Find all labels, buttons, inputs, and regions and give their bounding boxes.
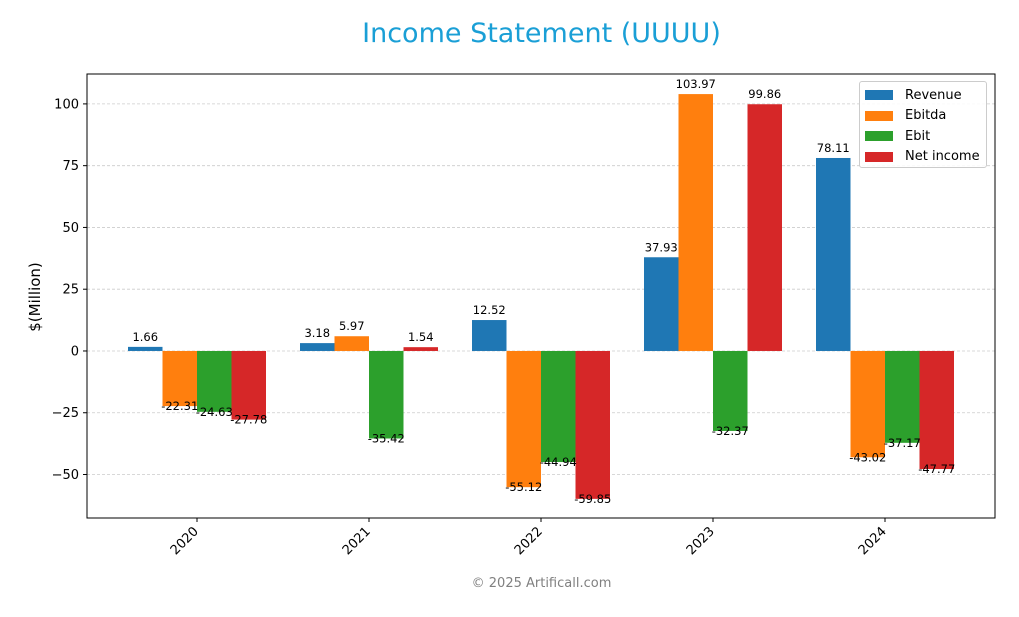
y-tick-label: 50 bbox=[62, 221, 79, 236]
legend: Revenue Ebitda Ebit Net income bbox=[859, 81, 987, 168]
bar-value-label: -37.17 bbox=[884, 436, 921, 450]
bar-revenue bbox=[472, 320, 507, 351]
bar-value-label: 1.66 bbox=[132, 330, 158, 344]
x-tick-label: 2021 bbox=[340, 524, 374, 558]
legend-label: Net income bbox=[905, 149, 980, 165]
bar-value-label: -24.63 bbox=[196, 405, 233, 419]
chart-title: Income Statement (UUUU) bbox=[362, 18, 721, 49]
bar-revenue bbox=[816, 157, 851, 351]
bar-net-income bbox=[747, 104, 782, 351]
bar-value-label: 103.97 bbox=[676, 77, 716, 91]
legend-item-ebit: Ebit bbox=[865, 126, 986, 147]
bar-ebitda bbox=[162, 350, 197, 407]
bar-revenue bbox=[644, 257, 679, 351]
bar-revenue bbox=[300, 343, 335, 351]
legend-label: Revenue bbox=[905, 87, 962, 103]
y-tick-label: 25 bbox=[62, 283, 79, 298]
legend-swatch-revenue bbox=[865, 90, 893, 101]
legend-label: Ebit bbox=[905, 128, 931, 144]
bar-ebit bbox=[369, 350, 404, 439]
bar-value-label: -59.85 bbox=[574, 492, 611, 506]
bar-value-label: 78.11 bbox=[817, 141, 850, 155]
copyright-footer: © 2025 Artificall.com bbox=[471, 576, 612, 591]
bar-ebit bbox=[541, 350, 576, 463]
bar-net-income bbox=[919, 350, 954, 470]
x-tick-label: 2020 bbox=[168, 524, 202, 558]
bar-value-label: -47.77 bbox=[918, 462, 955, 476]
y-tick-label: −50 bbox=[52, 468, 79, 483]
bar-net-income bbox=[231, 350, 266, 420]
bar-value-label: -35.42 bbox=[368, 431, 405, 445]
x-tick-label: 2023 bbox=[684, 524, 718, 558]
bar-ebit bbox=[713, 350, 748, 431]
bar-value-label: -43.02 bbox=[849, 450, 886, 464]
bar-revenue bbox=[128, 346, 163, 351]
bar-value-label: 37.93 bbox=[645, 240, 678, 254]
bar-value-label: -55.12 bbox=[505, 480, 542, 494]
legend-label: Ebitda bbox=[905, 108, 947, 124]
x-axis-ticks: 2020 2021 2022 2023 2024 bbox=[168, 518, 890, 558]
bar-value-label: 1.54 bbox=[408, 330, 434, 344]
bar-ebit bbox=[885, 350, 920, 443]
bar-ebit bbox=[197, 350, 232, 412]
bar-value-label: 12.52 bbox=[473, 303, 506, 317]
bar-value-label: -27.78 bbox=[230, 413, 267, 427]
bar-net-income bbox=[403, 347, 438, 351]
bar-ebitda bbox=[850, 350, 885, 458]
legend-swatch-ebitda bbox=[865, 110, 893, 121]
bar-value-label: -32.37 bbox=[712, 424, 749, 438]
y-tick-label: −25 bbox=[52, 406, 79, 421]
data-labels: 1.66 -22.31-24.63-27.78 3.18 5.97 -35.42 1.54… bbox=[132, 77, 955, 506]
legend-swatch-net-income bbox=[865, 151, 893, 162]
bar-ebitda bbox=[334, 336, 369, 351]
legend-item-revenue: Revenue bbox=[865, 85, 986, 106]
legend-swatch-ebit bbox=[865, 131, 893, 142]
bar-ebitda bbox=[506, 350, 541, 488]
legend-item-ebitda: Ebitda bbox=[865, 106, 986, 127]
y-tick-label: 75 bbox=[62, 159, 79, 174]
bar-value-label: -22.31 bbox=[161, 399, 198, 413]
x-tick-label: 2022 bbox=[512, 524, 546, 558]
x-tick-label: 2024 bbox=[856, 524, 890, 558]
bar-net-income bbox=[575, 350, 610, 499]
y-tick-label: 0 bbox=[71, 344, 79, 359]
bar-value-label: 5.97 bbox=[339, 319, 365, 333]
bar-value-label: -44.94 bbox=[540, 455, 577, 469]
bar-value-label: 99.86 bbox=[748, 87, 781, 101]
y-axis-label: $(Million) bbox=[26, 262, 44, 332]
bar-ebitda bbox=[678, 94, 713, 351]
bar-series bbox=[128, 94, 954, 499]
bar-value-label: 3.18 bbox=[304, 326, 330, 340]
y-tick-label: 100 bbox=[54, 97, 79, 112]
legend-item-net-income: Net income bbox=[865, 147, 986, 168]
y-axis-ticks: −50 −25 0 25 50 75 100 bbox=[52, 97, 87, 483]
